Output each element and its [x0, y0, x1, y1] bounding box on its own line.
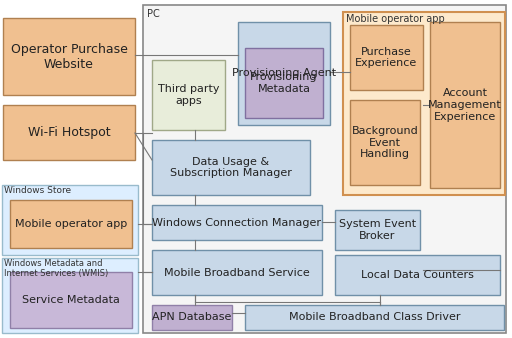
Bar [335, 255, 500, 295]
Text: Mobile Broadband Service: Mobile Broadband Service [164, 267, 310, 277]
Text: Data Usage &
Subscription Manager: Data Usage & Subscription Manager [170, 157, 292, 178]
Bar [238, 22, 330, 125]
Bar [143, 5, 506, 333]
Text: Wi-Fi Hotspot: Wi-Fi Hotspot [28, 126, 110, 139]
Text: Provisioning
Metadata: Provisioning Metadata [250, 72, 318, 94]
Bar [343, 12, 505, 195]
Text: Operator Purchase
Website: Operator Purchase Website [11, 43, 127, 71]
Text: Local Data Counters: Local Data Counters [361, 270, 474, 280]
Text: Third party
apps: Third party apps [158, 84, 219, 106]
Text: Mobile operator app: Mobile operator app [346, 14, 445, 24]
Bar [152, 205, 322, 240]
Bar [152, 250, 322, 295]
Text: System Event
Broker: System Event Broker [339, 219, 416, 241]
Bar [350, 100, 420, 185]
Bar [245, 305, 504, 330]
Text: PC: PC [147, 9, 160, 19]
Text: Windows Store: Windows Store [4, 186, 71, 195]
Bar [10, 200, 132, 248]
Bar [10, 272, 132, 328]
Text: Mobile operator app: Mobile operator app [15, 219, 127, 229]
Text: Purchase
Experience: Purchase Experience [355, 47, 418, 68]
Text: Windows Connection Manager: Windows Connection Manager [153, 217, 322, 227]
Bar [2, 185, 138, 255]
Bar [430, 22, 500, 188]
Text: Account
Management
Experience: Account Management Experience [428, 89, 502, 122]
Text: Mobile Broadband Class Driver: Mobile Broadband Class Driver [289, 313, 460, 322]
Text: APN Database: APN Database [152, 313, 232, 322]
Bar [335, 210, 420, 250]
Bar [245, 48, 323, 118]
Text: Windows Metadata and
Internet Services (WMIS): Windows Metadata and Internet Services (… [4, 259, 108, 279]
Text: Service Metadata: Service Metadata [22, 295, 120, 305]
Bar [152, 60, 225, 130]
Text: Background
Event
Handling: Background Event Handling [352, 126, 418, 159]
Bar [350, 25, 423, 90]
Bar [2, 258, 138, 333]
Bar [3, 105, 135, 160]
Bar [152, 305, 232, 330]
Bar [3, 18, 135, 95]
Bar [152, 140, 310, 195]
Text: Provisioning Agent: Provisioning Agent [232, 69, 336, 78]
